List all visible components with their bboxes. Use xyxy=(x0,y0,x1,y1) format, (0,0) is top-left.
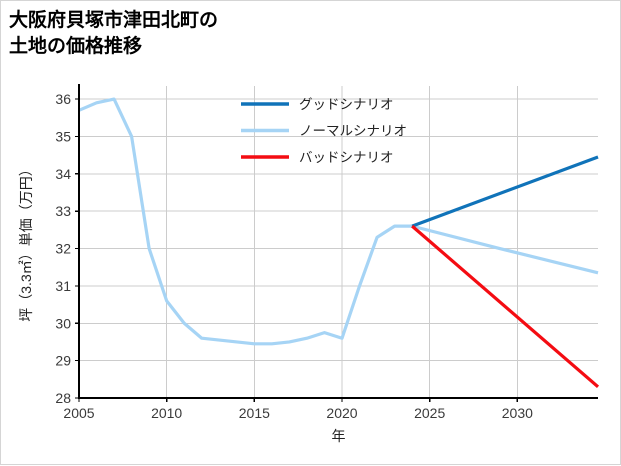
y-tick-label: 33 xyxy=(55,203,71,219)
y-tick-label: 34 xyxy=(55,166,71,182)
x-tick-labels: 2005 2010 2015 2020 2025 2030 xyxy=(63,405,533,421)
chart-title: 大阪府貝塚市津田北町の 土地の価格推移 xyxy=(9,10,219,57)
y-tick-label: 29 xyxy=(55,353,71,369)
x-tick-label: 2025 xyxy=(414,405,445,421)
axis-spines xyxy=(77,84,598,400)
x-tick-label: 2005 xyxy=(63,405,94,421)
legend-label: ノーマルシナリオ xyxy=(299,124,407,139)
y-tick-label: 30 xyxy=(55,315,71,331)
y-tick-label: 36 xyxy=(55,91,71,107)
y-tick-label: 28 xyxy=(55,390,71,406)
y-tick-label: 32 xyxy=(55,241,71,257)
x-tick-label: 2010 xyxy=(151,405,182,421)
series-line xyxy=(78,97,599,346)
tick-marks xyxy=(75,98,518,402)
series-line xyxy=(411,155,599,228)
x-tick-label: 2030 xyxy=(502,405,533,421)
y-tick-labels: 28 29 30 31 32 33 34 35 36 xyxy=(55,91,71,406)
y-tick-label: 35 xyxy=(55,128,71,144)
legend-label: バッドシナリオ xyxy=(299,150,394,165)
x-axis-title: 年 xyxy=(332,428,346,444)
x-tick-label: 2015 xyxy=(239,405,270,421)
y-axis-title: 坪（3.3㎡）単価（万円） xyxy=(18,162,34,321)
x-tick-label: 2020 xyxy=(326,405,357,421)
legend-label: グッドシナリオ xyxy=(299,97,394,112)
series-line xyxy=(411,224,600,389)
y-tick-label: 31 xyxy=(55,278,71,294)
y-gridlines xyxy=(79,98,598,399)
data-series xyxy=(78,97,600,389)
